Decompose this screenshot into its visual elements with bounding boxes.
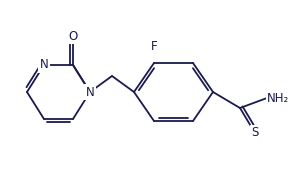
- Text: O: O: [68, 30, 78, 42]
- Text: S: S: [251, 127, 259, 140]
- Text: F: F: [151, 40, 157, 54]
- Text: NH₂: NH₂: [267, 92, 289, 105]
- Text: N: N: [40, 58, 48, 71]
- Text: N: N: [86, 86, 94, 99]
